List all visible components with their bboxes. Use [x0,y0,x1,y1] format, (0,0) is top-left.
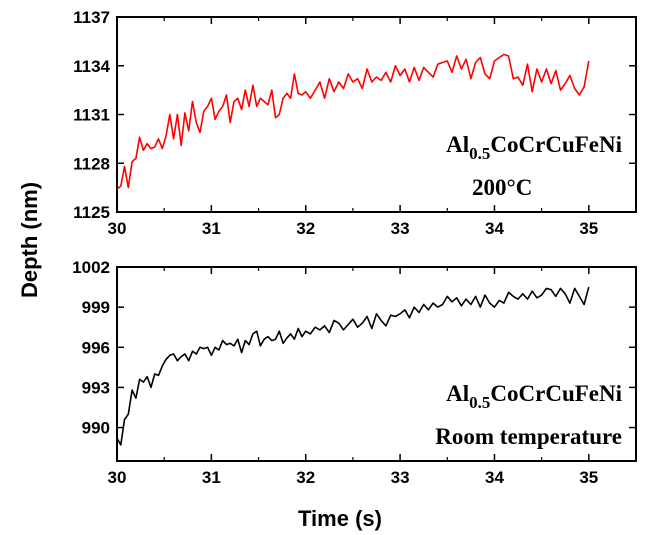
y-tick-label: 1002 [72,258,110,277]
x-tick-label: 30 [108,219,127,238]
y-tick-label: 1128 [73,154,110,173]
y-tick-label: 1131 [73,106,110,125]
panel-200c: 30 31 32 33 34 35 1125 1128 1131 1134 1137 Al0.5CoC… [73,8,637,238]
x-tick-label: 31 [202,219,221,238]
x-tick-label: 34 [485,219,504,238]
annotation-alloy: Al0.5CoCrCuFeNi [446,132,622,163]
y-tick-label: 990 [82,419,110,438]
annotation-condition: Room temperature [435,424,622,449]
x-tick-label: 30 [108,468,127,487]
x-tick-label: 33 [391,468,410,487]
plot-frame [116,266,637,462]
x-tick-label: 35 [579,468,598,487]
x-tick-label: 35 [579,219,598,238]
x-tick-label: 33 [391,219,410,238]
x-axis-title: Time (s) [298,506,382,531]
panel-room-temperature: 30 31 32 33 34 35 990 993 996 999 1002 Al0.5CoCrCuF… [72,258,637,487]
annotation-alloy: Al0.5CoCrCuFeNi [446,381,622,412]
y-tick-label: 1137 [73,8,110,27]
x-tick-label: 31 [202,468,221,487]
y-axis-title: Depth (nm) [17,182,42,298]
annotation-condition: 200°C [472,175,532,200]
x-tick-label: 32 [296,468,315,487]
series-line [116,286,590,446]
y-tick-label: 999 [82,298,110,317]
y-tick-label: 996 [82,338,110,357]
y-tick-label: 993 [82,378,110,397]
y-tick-label: 1134 [73,57,110,76]
y-tick-label: 1125 [73,203,110,222]
x-tick-label: 32 [296,219,315,238]
x-tick-label: 34 [485,468,504,487]
series-line [116,53,590,190]
